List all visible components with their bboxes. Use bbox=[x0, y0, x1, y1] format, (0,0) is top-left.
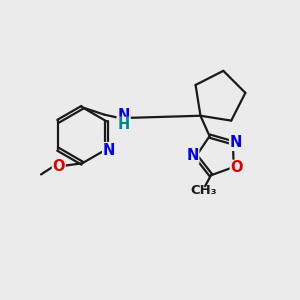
Text: N: N bbox=[186, 148, 199, 163]
Text: CH₃: CH₃ bbox=[190, 184, 217, 197]
Text: H: H bbox=[118, 118, 130, 133]
Text: N: N bbox=[103, 142, 115, 158]
Text: N: N bbox=[117, 108, 130, 123]
Text: N: N bbox=[230, 135, 242, 150]
Text: O: O bbox=[52, 159, 65, 174]
Text: O: O bbox=[230, 160, 243, 175]
